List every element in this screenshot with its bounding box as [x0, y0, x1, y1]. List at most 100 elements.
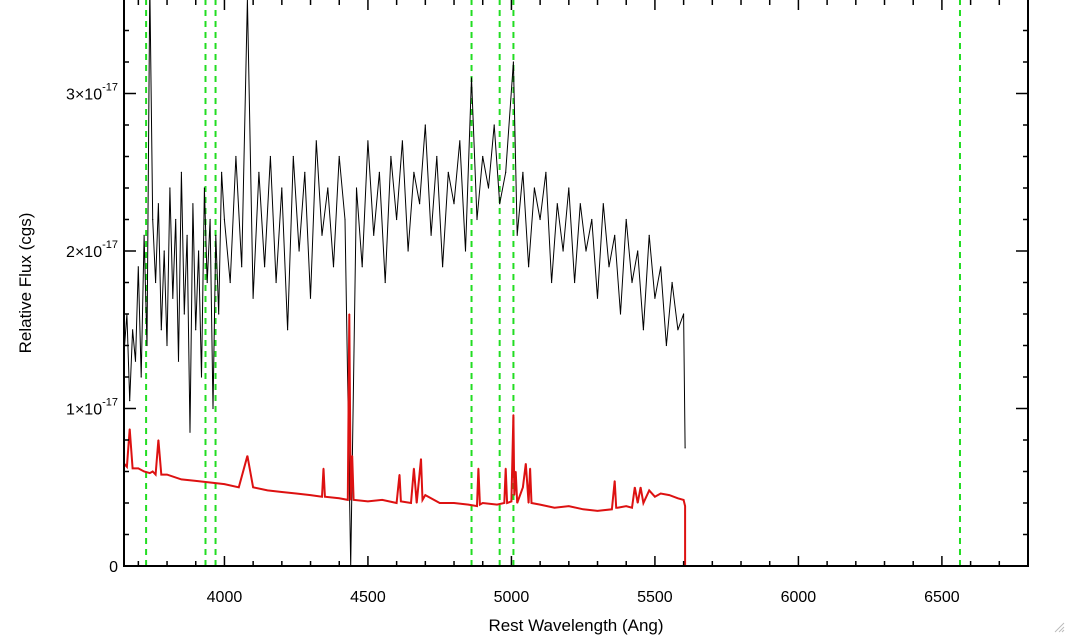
y-tick-label: 2×10-17	[66, 239, 118, 261]
data-point	[482, 155, 484, 158]
data-point	[476, 505, 478, 507]
data-point	[513, 494, 515, 496]
data-point	[421, 499, 424, 501]
data-point	[209, 218, 211, 221]
data-point	[378, 171, 380, 173]
data-point	[459, 140, 461, 142]
data-point	[140, 376, 142, 378]
data-point	[281, 491, 283, 493]
data-point	[539, 504, 541, 506]
data-point	[338, 155, 340, 158]
data-point	[482, 502, 484, 504]
x-axis-label: Rest Wavelength (Ang)	[488, 616, 663, 635]
data-point	[615, 507, 617, 509]
data-point	[152, 470, 154, 473]
data-point	[654, 297, 656, 299]
data-point	[137, 266, 139, 268]
data-point	[631, 281, 633, 284]
data-point	[512, 414, 515, 416]
data-point	[634, 486, 636, 488]
data-point	[516, 502, 518, 504]
y-tick-label: 3×10-17	[66, 82, 118, 104]
data-point	[591, 218, 593, 221]
data-point	[396, 502, 398, 504]
data-point	[539, 218, 541, 221]
data-point	[195, 480, 197, 482]
data-point	[186, 234, 188, 236]
data-point	[407, 250, 409, 252]
data-point	[499, 203, 501, 205]
data-point	[671, 281, 673, 284]
data-point	[401, 140, 403, 142]
data-point	[309, 494, 312, 496]
data-point	[351, 455, 353, 457]
data-point	[529, 467, 531, 469]
data-point	[530, 502, 533, 504]
data-point	[596, 510, 599, 512]
data-point	[209, 481, 211, 484]
data-point	[215, 234, 217, 236]
data-point	[264, 266, 266, 268]
data-point	[642, 329, 645, 331]
data-point	[203, 187, 205, 189]
data-point	[169, 187, 171, 189]
data-point	[309, 297, 312, 299]
data-point	[396, 218, 398, 221]
data-point	[424, 494, 426, 496]
data-point	[218, 313, 220, 315]
x-tick-label: 4500	[350, 589, 386, 606]
resize-grip-icon[interactable]	[1053, 621, 1065, 633]
data-point	[522, 171, 524, 173]
data-point	[453, 502, 455, 504]
data-point	[198, 250, 200, 252]
data-point	[608, 266, 610, 268]
data-point	[413, 171, 415, 173]
data-point	[556, 203, 558, 205]
data-point	[200, 376, 203, 378]
data-point	[298, 250, 300, 252]
data-point	[660, 492, 662, 495]
data-point	[585, 250, 587, 252]
data-point	[416, 502, 418, 504]
plot-frame	[123, 0, 1029, 567]
data-point	[640, 486, 642, 488]
series-line-1	[123, 0, 686, 567]
data-point	[338, 497, 340, 499]
data-point	[467, 504, 469, 506]
data-point	[568, 505, 570, 507]
data-point	[206, 281, 208, 284]
x-tick-label: 6000	[781, 589, 817, 606]
data-point	[665, 344, 668, 347]
data-point	[348, 313, 350, 315]
data-point	[442, 266, 444, 268]
data-point	[668, 494, 670, 496]
data-point	[505, 171, 507, 173]
series-line-2	[123, 313, 1028, 567]
data-point	[505, 467, 507, 469]
data-point	[129, 428, 131, 430]
data-point	[533, 187, 536, 189]
data-point	[614, 234, 616, 236]
data-point	[684, 505, 686, 507]
data-point	[677, 497, 679, 499]
data-point	[648, 489, 650, 491]
data-point	[269, 155, 271, 158]
data-point	[637, 250, 639, 252]
data-point	[344, 218, 346, 221]
data-point	[146, 344, 148, 347]
data-point	[568, 187, 570, 189]
data-point	[470, 77, 473, 79]
data-point	[528, 266, 530, 268]
data-point	[660, 266, 662, 268]
data-point	[424, 124, 426, 126]
data-point	[413, 467, 415, 469]
data-point	[327, 187, 329, 189]
data-point	[321, 496, 323, 498]
data-point	[235, 155, 237, 158]
data-point	[166, 344, 168, 347]
data-point	[149, 472, 151, 474]
data-point	[512, 61, 515, 63]
data-point	[611, 508, 613, 510]
x-tick-label: 5000	[494, 589, 530, 606]
data-point	[596, 297, 599, 299]
